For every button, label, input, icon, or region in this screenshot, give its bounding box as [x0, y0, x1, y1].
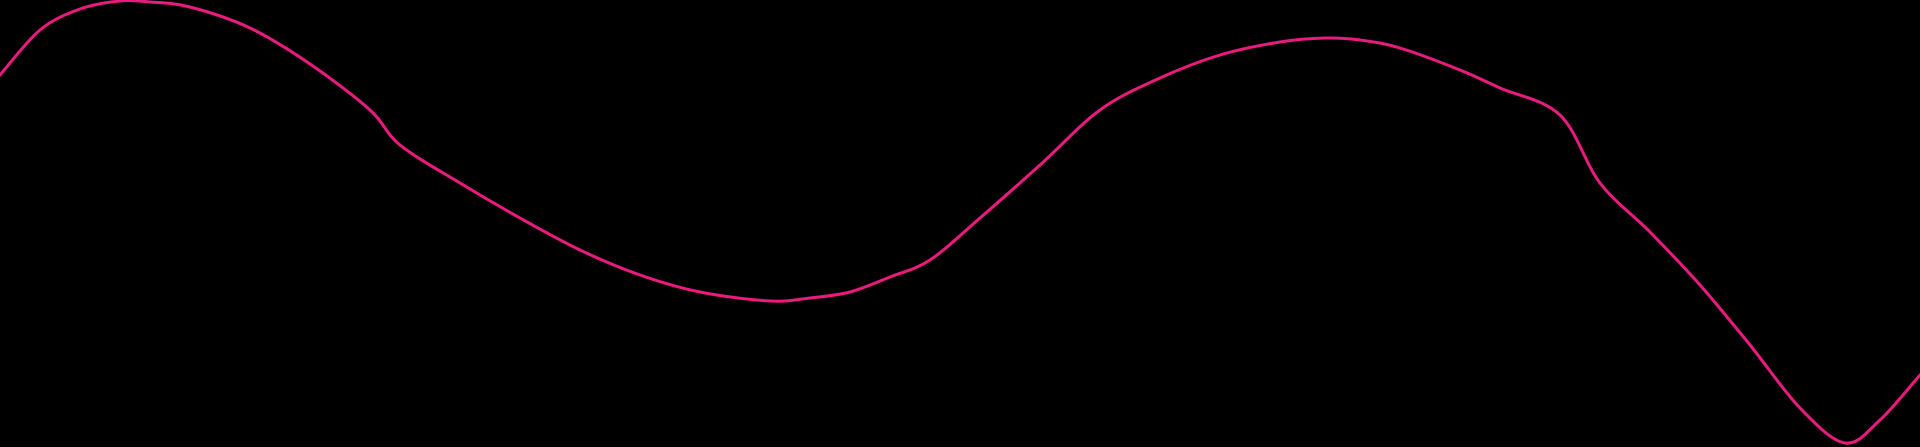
chart-background: [0, 0, 1920, 447]
wave-chart-svg: [0, 0, 1920, 447]
wave-canvas-root: [0, 0, 1920, 447]
wave-curve-path: [0, 0, 1920, 445]
